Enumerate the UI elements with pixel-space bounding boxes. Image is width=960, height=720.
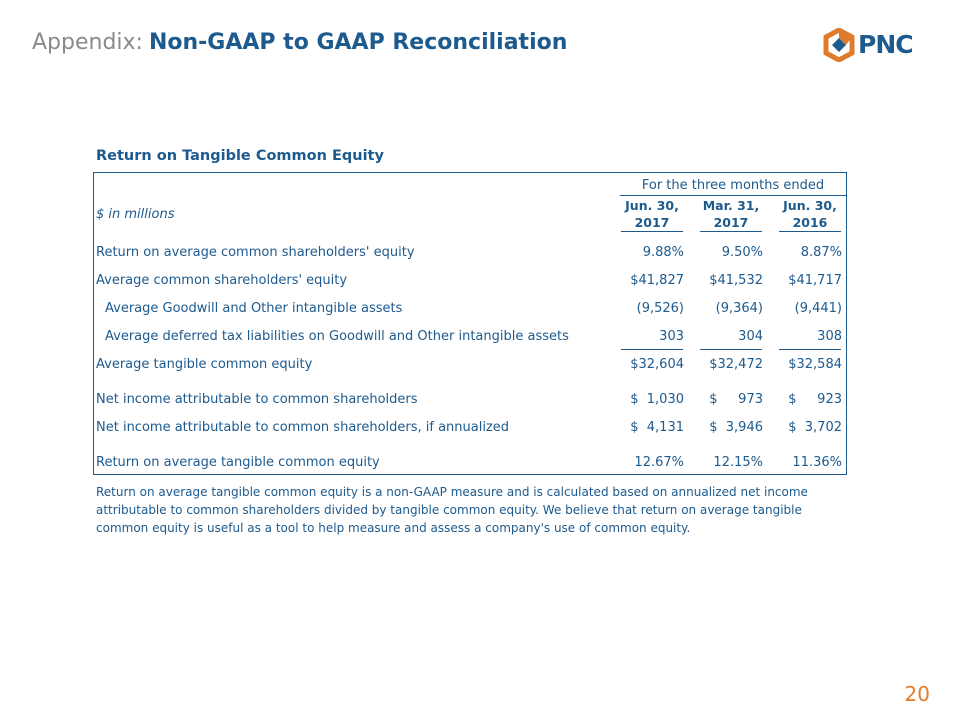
cell-value: 12.67% xyxy=(634,455,684,470)
column-header-3-line2: 2016 xyxy=(792,215,828,230)
reconciliation-table: For the three months ended $ in millions… xyxy=(93,172,847,475)
row-label: Average deferred tax liabilities on Good… xyxy=(105,329,569,344)
cell-value: 12.15% xyxy=(713,455,763,470)
group-header-rule xyxy=(620,195,846,196)
row-label: Net income attributable to common shareh… xyxy=(96,420,510,435)
cell-value: $ 1,030 xyxy=(630,392,684,407)
cell-value: 304 xyxy=(738,329,763,344)
row-label: Average Goodwill and Other intangible as… xyxy=(105,301,403,316)
cell-value: $32,584 xyxy=(788,357,842,372)
cell-value: $32,604 xyxy=(630,357,684,372)
column-header-2-rule xyxy=(700,231,762,232)
section-title: Return on Tangible Common Equity xyxy=(96,148,384,164)
row-label: Return on average common shareholders' e… xyxy=(96,245,415,260)
cell-value: 11.36% xyxy=(792,455,842,470)
cell-value: $ 973 xyxy=(709,392,763,407)
column-header-2-line2: 2017 xyxy=(713,215,749,230)
cell-value: $41,532 xyxy=(709,273,763,288)
slide-title: Appendix: Non-GAAP to GAAP Reconciliation xyxy=(32,30,567,55)
footnote: Return on average tangible common equity… xyxy=(96,485,808,535)
pnc-logo: PNC xyxy=(822,26,932,66)
group-header: For the three months ended xyxy=(641,178,825,193)
cell-value: 303 xyxy=(659,329,684,344)
cell-value: (9,364) xyxy=(715,301,763,316)
cell-value: (9,526) xyxy=(636,301,684,316)
column-header-3-rule xyxy=(779,231,841,232)
cell-value: $ 3,946 xyxy=(709,420,763,435)
column-header-2-line1: Mar. 31, xyxy=(702,198,760,213)
column-header-1: Jun. 30, 2017 xyxy=(621,197,683,231)
cell-value: $41,717 xyxy=(788,273,842,288)
cell-value: $41,827 xyxy=(630,273,684,288)
cell-value: $ 3,702 xyxy=(788,420,842,435)
units-label: $ in millions xyxy=(96,207,175,222)
page-number: 20 xyxy=(904,682,930,706)
column-header-3: Jun. 30, 2016 xyxy=(779,197,841,231)
row-label: Average tangible common equity xyxy=(96,357,313,372)
cell-value: 9.88% xyxy=(642,245,684,260)
cell-value: 9.50% xyxy=(721,245,763,260)
cell-value: $ 4,131 xyxy=(630,420,684,435)
cell-value: 308 xyxy=(817,329,842,344)
pnc-logo-icon xyxy=(823,28,855,62)
cell-value: $ 923 xyxy=(788,392,842,407)
row-label: Return on average tangible common equity xyxy=(96,455,380,470)
row-label: Average common shareholders' equity xyxy=(96,273,348,288)
column-header-3-line1: Jun. 30, xyxy=(783,198,837,213)
subtotal-rule xyxy=(700,349,762,350)
column-header-1-line1: Jun. 30, xyxy=(625,198,679,213)
subtotal-rule xyxy=(779,349,841,350)
cell-value: (9,441) xyxy=(794,301,842,316)
cell-value: 8.87% xyxy=(800,245,842,260)
logo-wordmark: PNC xyxy=(858,30,914,59)
subtotal-rule xyxy=(621,349,683,350)
title-main: Non-GAAP to GAAP Reconciliation xyxy=(148,30,568,55)
cell-value: $32,472 xyxy=(709,357,763,372)
column-header-2: Mar. 31, 2017 xyxy=(700,197,762,231)
title-prefix: Appendix: xyxy=(32,30,143,55)
column-header-1-line2: 2017 xyxy=(634,215,670,230)
column-header-1-rule xyxy=(621,231,683,232)
row-label: Net income attributable to common shareh… xyxy=(96,392,418,407)
